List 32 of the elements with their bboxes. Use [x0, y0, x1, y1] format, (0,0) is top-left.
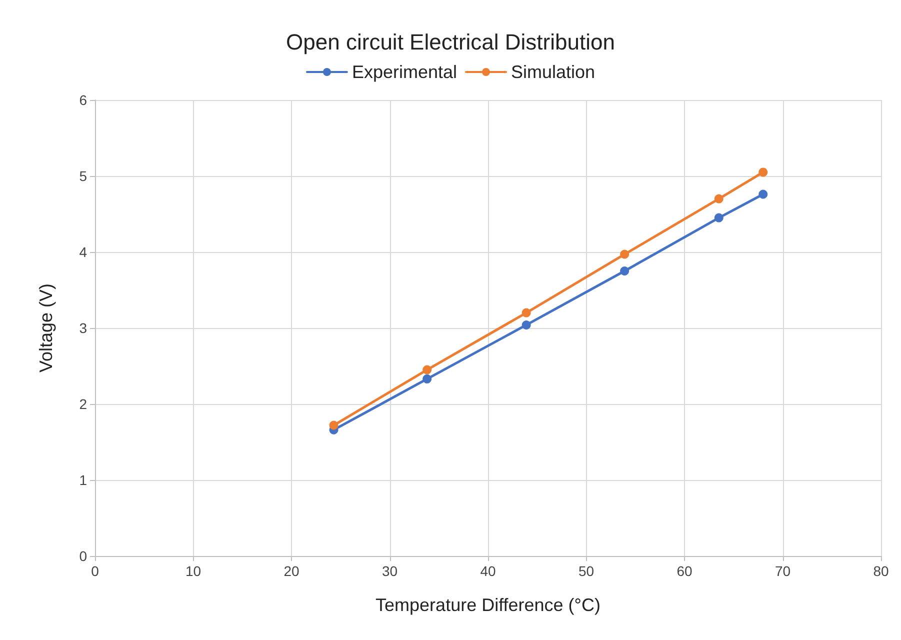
- point: [422, 365, 432, 374]
- x-tick-label: 50: [578, 563, 594, 579]
- chart-title: Open circuit Electrical Distribution: [286, 30, 615, 54]
- x-tick-label: 20: [284, 563, 300, 579]
- x-tick-label: 30: [382, 563, 398, 579]
- x-tick-label: 0: [91, 563, 100, 579]
- point: [620, 266, 630, 276]
- point: [714, 194, 724, 204]
- point: [620, 250, 630, 259]
- y-tick-label: 3: [79, 320, 88, 336]
- y-tick-label: 2: [79, 396, 88, 412]
- y-tick-label: 5: [79, 168, 88, 184]
- x-tick-label: 70: [774, 563, 791, 579]
- y-tick-label: 4: [79, 244, 88, 260]
- y-tick-label: 1: [79, 472, 88, 488]
- point: [522, 308, 531, 318]
- point: [758, 190, 768, 199]
- y-tick-label: 6: [79, 92, 88, 108]
- legend-label: Experimental: [352, 62, 458, 82]
- point: [758, 168, 768, 177]
- x-tick-label: 10: [185, 563, 202, 579]
- point: [714, 213, 724, 222]
- x-axis-title: Temperature Difference (°C): [376, 595, 600, 615]
- x-tick-label: 60: [676, 563, 692, 579]
- y-axis-title: Voltage (V): [36, 283, 56, 373]
- point: [422, 374, 432, 384]
- point: [522, 320, 531, 330]
- legend-label: Simulation: [511, 62, 596, 82]
- x-tick-label: 40: [480, 563, 496, 579]
- point: [329, 420, 338, 430]
- x-tick-label: 80: [873, 563, 889, 579]
- y-tick-label: 0: [79, 548, 88, 564]
